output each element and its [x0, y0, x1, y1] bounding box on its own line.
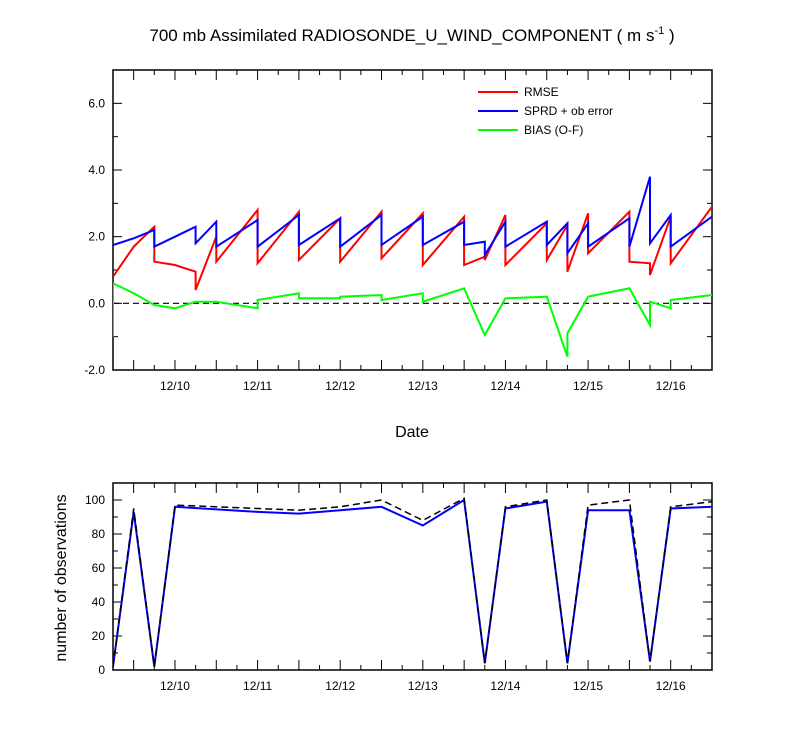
x-tick-label: 12/12: [325, 679, 355, 693]
series-line-rmse: [113, 205, 712, 291]
x-tick-label: 12/15: [573, 379, 603, 393]
series-line-bias-o-f: [113, 282, 712, 358]
x-tick-label: 12/11: [243, 379, 272, 393]
y-axis-title: number of observations: [53, 494, 70, 661]
x-tick-label: 12/10: [160, 679, 190, 693]
y-tick-label: 20: [92, 629, 106, 643]
series-line-sprd-ob-error: [113, 176, 712, 259]
x-tick-label: 12/10: [160, 379, 190, 393]
y-tick-label: 80: [92, 527, 106, 541]
x-tick-label: 12/13: [408, 679, 438, 693]
x-tick-label: 12/14: [490, 379, 520, 393]
chart-title: 700 mb Assimilated RADIOSONDE_U_WIND_COM…: [149, 25, 674, 45]
legend-label: RMSE: [524, 85, 559, 99]
y-tick-label: 2.0: [88, 230, 105, 244]
x-tick-label: 12/15: [573, 679, 603, 693]
y-tick-label: 0.0: [88, 296, 105, 310]
observation-count-plot: 0 20 40 60 80 100 12/10 12/11 12/12 12/13 12/14 12/…: [85, 482, 713, 693]
y-tick-label: 4.0: [88, 163, 105, 177]
y-tick-label: 60: [92, 561, 106, 575]
plot-frame: [112, 482, 713, 671]
x-axis-title: Date: [395, 424, 429, 441]
series-line-total: [113, 497, 712, 667]
x-tick-label: 12/13: [408, 379, 438, 393]
y-tick-label: -2.0: [84, 363, 105, 377]
y-tick-label: 100: [85, 493, 105, 507]
x-tick-label: 12/14: [490, 679, 520, 693]
legend-label: SPRD + ob error: [524, 104, 613, 118]
x-tick-label: 12/11: [243, 679, 272, 693]
series-line-assimilated: [113, 498, 712, 667]
x-tick-label: 12/16: [656, 679, 686, 693]
x-tick-label: 12/12: [325, 379, 355, 393]
y-tick-label: 40: [92, 595, 106, 609]
x-tick-label: 12/16: [656, 379, 686, 393]
y-tick-label: 0: [98, 663, 105, 677]
y-tick-label: 6.0: [88, 96, 105, 110]
rmse-spread-bias-plot: -2.0 0.0 2.0 4.0 6.0 12/10 12/11 12/12 12/13 12/1…: [84, 69, 713, 393]
legend-label: BIAS (O-F): [524, 123, 583, 137]
